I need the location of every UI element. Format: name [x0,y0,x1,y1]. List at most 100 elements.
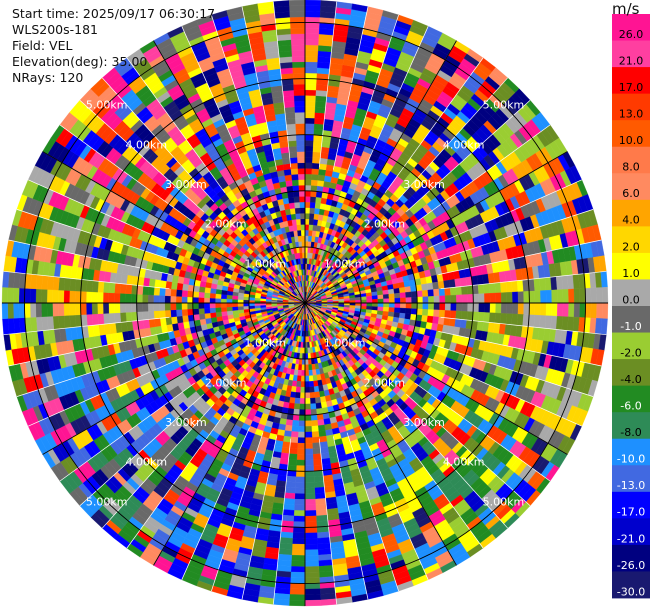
radar-gate [596,303,602,319]
radar-gate [305,566,319,572]
radar-gate [296,460,305,466]
radar-gate [309,376,313,382]
radar-gate [417,303,423,309]
radar-gate [378,303,384,307]
radar-gate [319,163,327,170]
radar-gate [406,303,412,309]
radar-gate [563,303,569,317]
radar-gate [439,310,445,318]
radar-gate [450,311,456,319]
radar-gate [495,282,501,293]
radar-gate [312,157,320,163]
radar-gate [47,303,53,317]
radar-gate [97,303,103,314]
radar-gate [70,315,77,328]
radar-gate [305,471,314,477]
radar-gate [312,370,316,376]
radar-gate [243,303,249,306]
radar-gate [585,288,591,303]
radar-gate [378,299,384,303]
radar-gate [540,290,546,303]
radar-gate [383,299,389,303]
radar-gate [309,370,313,376]
radar-gate [305,180,311,186]
radar-gate [292,420,299,426]
radar-gate [421,315,427,322]
radar-gate [294,499,305,505]
radar-gate [305,421,311,427]
radar-gate [305,79,317,85]
radar-gate [421,284,427,291]
radar-gate [366,296,372,300]
radar-gate [398,282,404,288]
radar-gate [438,317,445,325]
radar-gate [372,299,378,303]
radar-gate [305,219,309,225]
radar-gate [193,291,199,297]
radar-gate [210,312,216,318]
radar-gate [552,303,558,316]
radar-gate [313,448,321,454]
radar-gate [13,288,19,303]
radar-gate [36,289,42,303]
radar-gate [311,191,317,197]
radar-gate [372,303,378,307]
radar-gate [399,287,405,293]
radar-gate [125,303,131,312]
radar-gate [288,403,294,409]
radar-gate [284,498,295,504]
radar-gate [596,287,602,303]
radar-gate [305,101,316,107]
radar-gate [456,295,462,303]
radar-gate [216,312,222,317]
radar-gate [170,303,176,310]
radar-gate [165,317,172,325]
radar-gate [428,309,434,316]
radar-gate [103,313,109,324]
radar-gate [295,494,305,500]
radar-gate [310,202,316,208]
radar-gate [125,294,131,303]
radar-gate [187,303,193,309]
radar-gate [308,353,311,359]
radar-gate [298,432,305,438]
radar-gate [238,306,244,310]
radar-gate [221,303,227,307]
radar-gate [310,392,315,398]
radar-gate [297,443,305,449]
radar-gate [126,312,132,322]
radar-gate [394,293,400,298]
radar-gate [171,310,177,317]
radar-gate [291,561,305,567]
radar-gate [305,185,311,191]
radar-gate [305,572,319,578]
radar-gate [298,437,305,443]
radar-gate [109,313,115,324]
radar-gate [176,309,182,316]
radar-gate [305,34,319,40]
radar-gate [305,426,312,432]
radar-gate [294,398,300,404]
radar-gate [97,292,103,303]
radar-gate [109,303,115,313]
radar-gate [142,303,148,312]
radar-gate [309,387,314,393]
radar-gate [411,297,417,303]
radar-gate [496,293,502,303]
radar-gate [507,303,513,314]
radar-gate [490,303,496,313]
radar-gate [417,291,423,297]
radar-gate [302,359,305,365]
radar-gate [286,482,296,488]
radar-gate [154,287,160,295]
radar-gate [187,309,193,315]
radar-gate [210,308,216,313]
radar-gate [529,291,535,303]
radar-gate [148,295,154,303]
radar-gate [534,315,541,328]
radar-gate [314,482,324,488]
radar-gate [427,283,433,290]
radar-gate [461,311,467,320]
radar-gate [282,515,294,521]
radar-gate [305,140,314,146]
